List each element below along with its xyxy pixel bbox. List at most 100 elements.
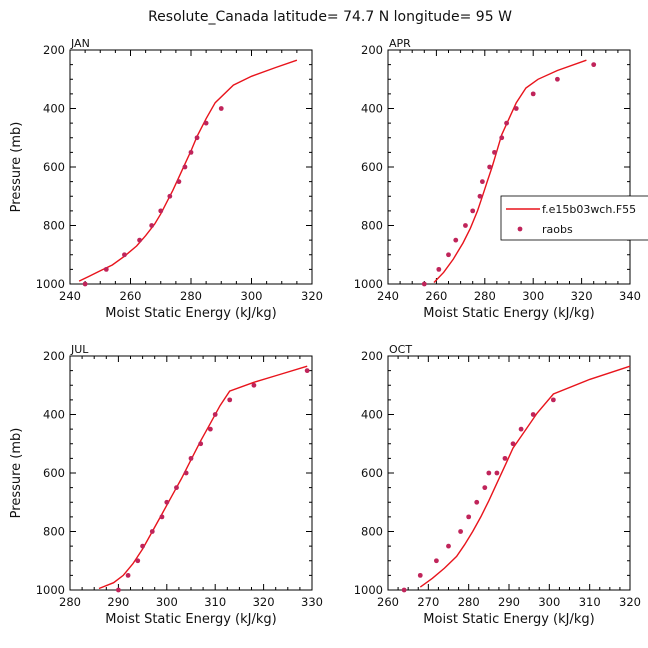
x-tick-label: 300 <box>522 289 544 303</box>
obs-point <box>125 572 131 578</box>
obs-point <box>477 193 483 199</box>
plot-frame <box>387 355 631 591</box>
x-tick-label: 320 <box>301 289 323 303</box>
x-tick-label: 280 <box>59 595 81 609</box>
obs-point <box>140 543 146 549</box>
x-tick-label: 280 <box>474 289 496 303</box>
obs-point <box>198 441 204 447</box>
y-tick-label: 200 <box>361 349 383 363</box>
obs-point <box>510 441 516 447</box>
obs-point <box>550 397 556 403</box>
obs-point <box>159 514 165 520</box>
obs-point <box>158 208 164 214</box>
x-tick-label: 290 <box>107 595 129 609</box>
obs-point <box>421 281 427 287</box>
panel-jul: JUL 280 290 300 310 320 330 200 400 600 800 1000 Moi… <box>9 343 323 627</box>
x-tick-label: 260 <box>425 289 447 303</box>
plot-frame <box>387 49 631 285</box>
obs-point <box>446 252 451 258</box>
obs-point <box>530 412 536 417</box>
y-tick-label: 600 <box>43 466 65 480</box>
obs-point <box>207 426 213 432</box>
x-tick-label: 260 <box>377 595 399 609</box>
obs-point <box>212 412 218 417</box>
panel-title: JAN <box>70 37 90 50</box>
x-tick-label: 340 <box>619 289 641 303</box>
x-axis-label: Moist Static Energy (kJ/kg) <box>105 612 276 627</box>
x-tick-label: 320 <box>619 595 641 609</box>
obs-point <box>434 558 439 564</box>
y-tick-label: 600 <box>361 466 383 480</box>
x-tick-label: 240 <box>377 289 399 303</box>
y-tick-label: 200 <box>43 43 65 57</box>
y-tick-label: 400 <box>361 408 383 422</box>
obs-point <box>135 558 141 564</box>
y-tick-label: 800 <box>361 525 383 539</box>
obs-point <box>504 120 509 126</box>
obs-point <box>116 587 121 593</box>
obs-point <box>499 135 505 141</box>
obs-point <box>555 76 560 82</box>
y-tick-label: 1000 <box>36 277 65 291</box>
obs-point <box>518 426 524 432</box>
legend-box <box>500 195 648 241</box>
legend: f.e15b03wch.F55 raobs <box>500 195 648 241</box>
panels-group: JAN 240 260 280 300 320 200 400 600 800 1000 Moist … <box>9 37 641 627</box>
model-series-line <box>78 59 298 282</box>
y-tick-label: 800 <box>361 219 383 233</box>
x-axis-label: Moist Static Energy (kJ/kg) <box>423 612 594 627</box>
y-tick-label: 400 <box>43 408 65 422</box>
obs-point <box>188 455 194 461</box>
obs-point <box>167 193 173 199</box>
obs-point <box>401 587 407 593</box>
obs-point <box>176 179 182 185</box>
obs-point <box>194 135 200 141</box>
obs-point <box>251 382 257 388</box>
legend-obs-label: raobs <box>542 223 573 236</box>
obs-point <box>458 529 463 534</box>
y-axis-label: Pressure (mb) <box>9 428 24 519</box>
x-tick-label: 330 <box>301 595 323 609</box>
x-axis-label: Moist Static Energy (kJ/kg) <box>105 306 276 321</box>
y-tick-label: 800 <box>43 525 65 539</box>
obs-point <box>304 368 310 374</box>
panel-oct: OCT 260 270 280 290 300 310 320 200 400 600 800 1000… <box>354 343 641 627</box>
panel-title: APR <box>389 37 411 50</box>
x-tick-label: 300 <box>156 595 178 609</box>
obs-point <box>149 529 155 534</box>
obs-point <box>218 106 224 111</box>
obs-point <box>417 572 423 578</box>
plot-frame <box>69 355 313 591</box>
x-tick-label: 300 <box>241 289 263 303</box>
obs-point <box>203 120 209 126</box>
obs-point <box>227 397 233 403</box>
legend-model-label: f.e15b03wch.F55 <box>542 203 636 216</box>
obs-point <box>183 470 189 476</box>
obs-point <box>174 485 179 491</box>
obs-point <box>466 514 472 520</box>
obs-point <box>164 499 170 505</box>
obs-point <box>122 252 127 258</box>
x-axis-label: Moist Static Energy (kJ/kg) <box>423 306 594 321</box>
obs-point <box>492 149 497 155</box>
obs-point <box>494 470 500 476</box>
x-tick-label: 240 <box>59 289 81 303</box>
panel-apr: APR 240 260 280 300 320 340 200 400 600 800 1000 Moi… <box>354 37 641 321</box>
model-series-line <box>433 59 587 283</box>
figure-title: Resolute_Canada latitude= 74.7 N longitu… <box>148 9 512 25</box>
x-tick-label: 280 <box>458 595 480 609</box>
y-tick-label: 200 <box>361 43 383 57</box>
y-tick-label: 800 <box>43 219 65 233</box>
obs-point <box>463 223 468 228</box>
x-tick-label: 320 <box>253 595 275 609</box>
y-tick-label: 200 <box>43 349 65 363</box>
obs-point <box>149 223 155 228</box>
y-tick-label: 400 <box>361 102 383 116</box>
obs-point <box>482 485 488 491</box>
obs-point <box>188 149 194 155</box>
obs-point <box>530 91 536 97</box>
obs-point <box>486 470 492 476</box>
plot-frame <box>69 49 313 285</box>
y-tick-label: 600 <box>43 160 65 174</box>
